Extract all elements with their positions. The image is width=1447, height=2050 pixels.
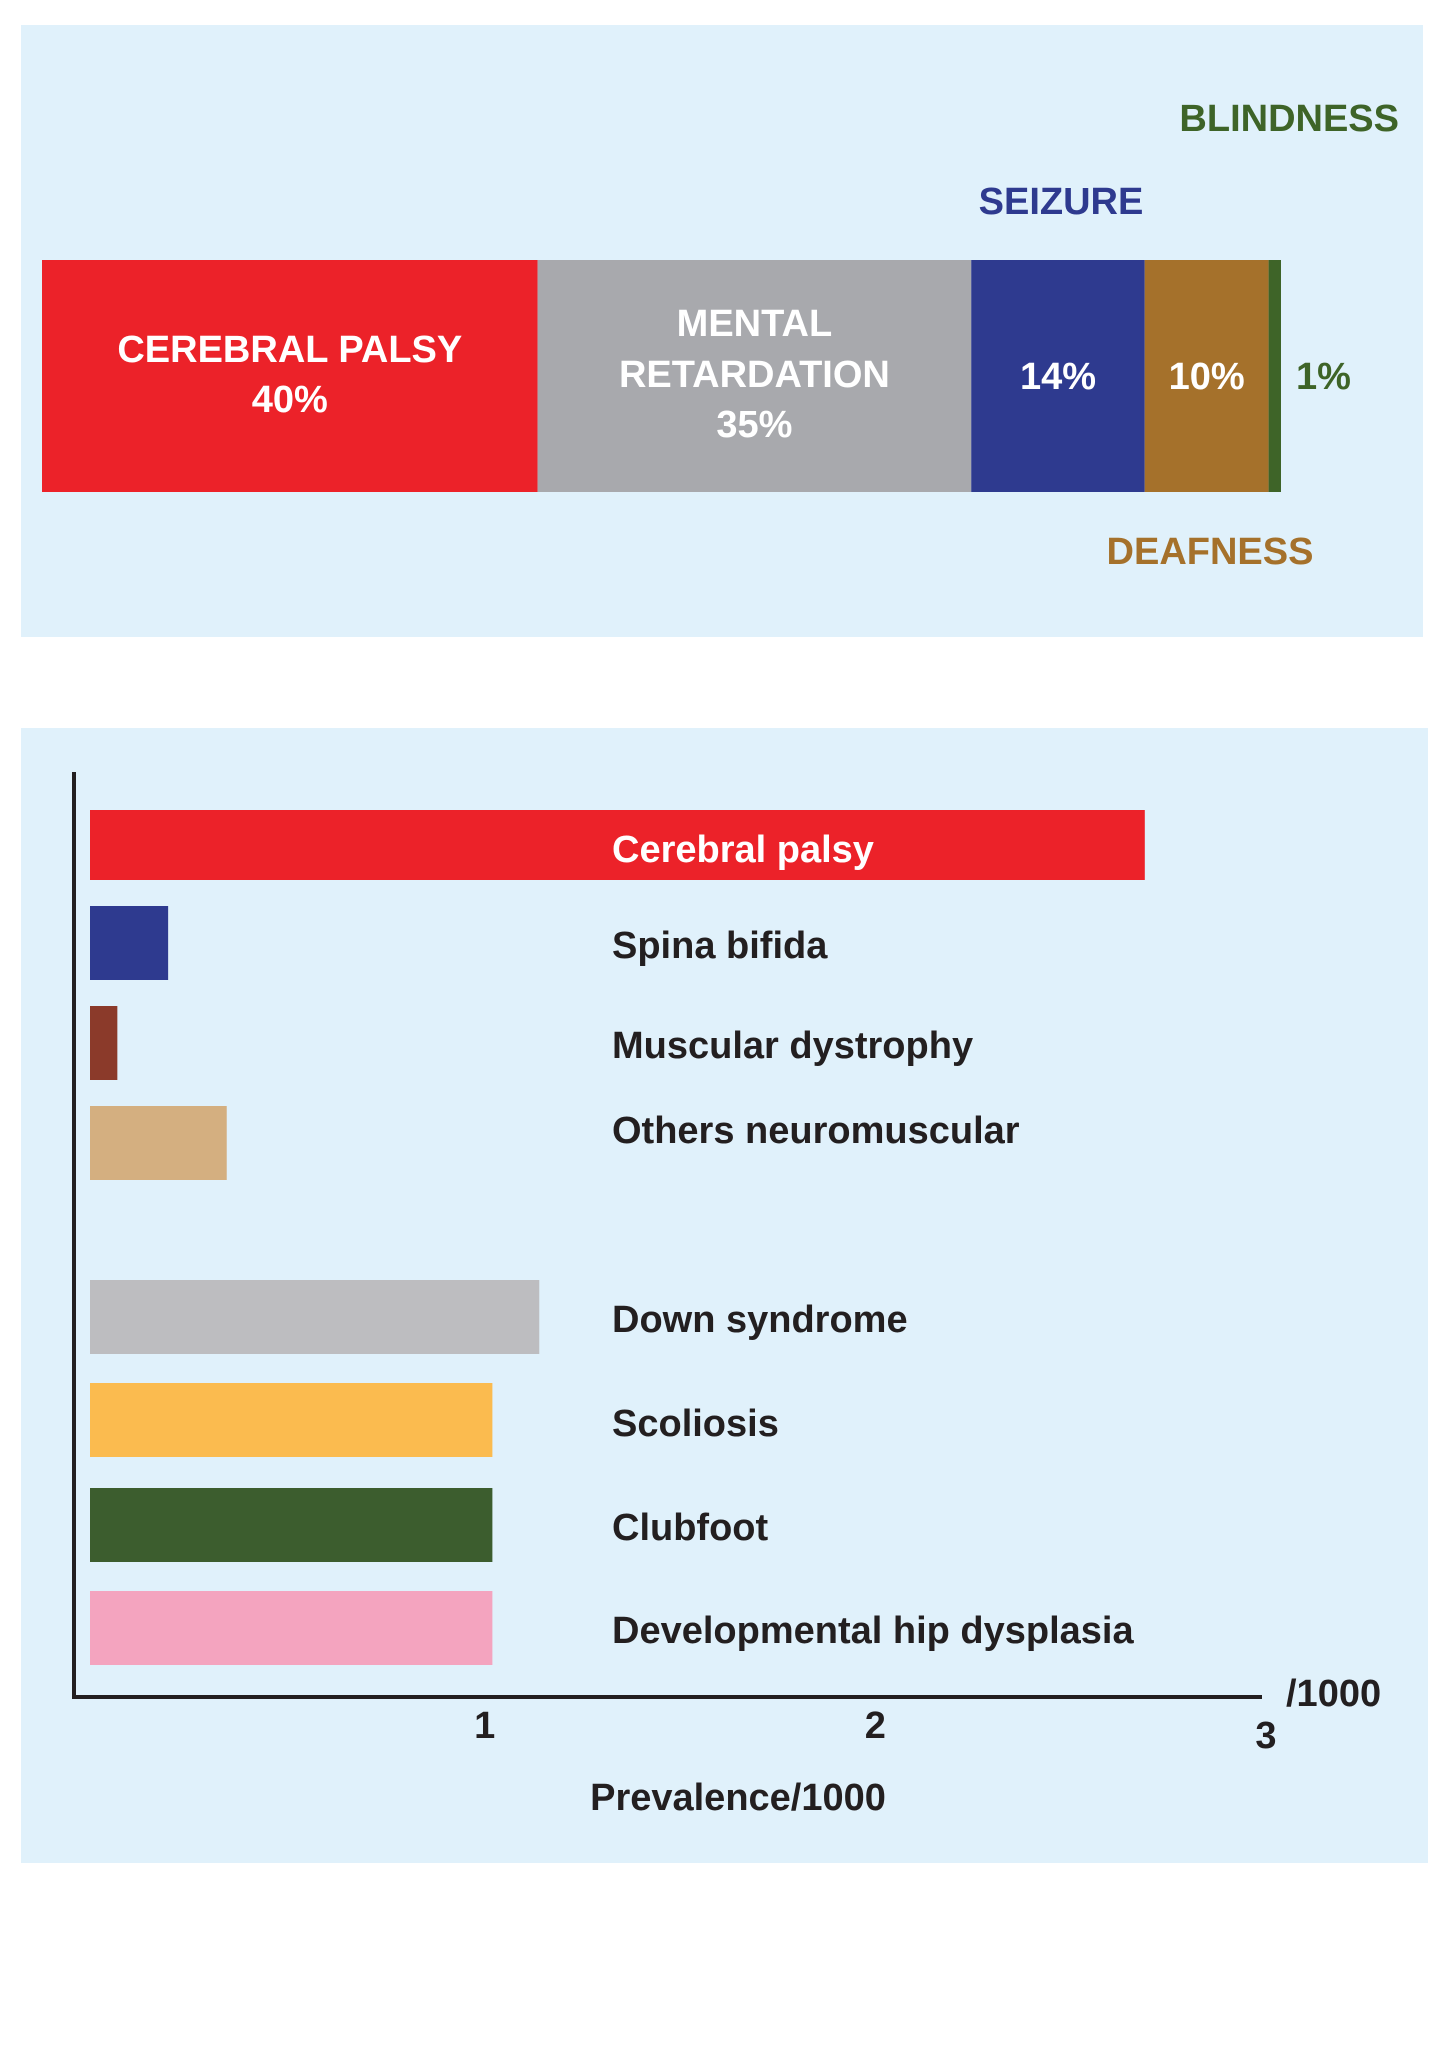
- bar-4: [90, 1280, 540, 1354]
- bar-2: [90, 1006, 118, 1080]
- stacked-percentage-chart: CEREBRAL PALSY 40% MENTAL RETARDATION 35% 14%…: [42, 98, 1399, 573]
- segment-value-mental: 35%: [716, 404, 792, 446]
- bar-label-0: Cerebral palsy: [612, 829, 874, 871]
- segment-label-mental-1: MENTAL: [677, 303, 833, 345]
- bar-7: [90, 1591, 493, 1665]
- bar-6: [90, 1488, 493, 1562]
- x-tick-label-2: 3: [1255, 1715, 1276, 1757]
- segment-4: [1268, 260, 1281, 492]
- segment-value-blindness: 1%: [1296, 356, 1351, 398]
- prevalence-bar-chart: Cerebral palsy Spina bifida Muscular dystr…: [72, 772, 1381, 1819]
- segment-value-deafness: 10%: [1169, 356, 1245, 398]
- bar-1: [90, 906, 169, 980]
- label-deafness: DEAFNESS: [1107, 531, 1314, 573]
- x-tick-label-0: 1: [474, 1705, 495, 1747]
- bar-label-7: Developmental hip dysplasia: [612, 1610, 1134, 1652]
- segment-0: [42, 260, 538, 492]
- bar-label-4: Down syndrome: [612, 1299, 908, 1341]
- bar-label-5: Scoliosis: [612, 1403, 779, 1445]
- bar-5: [90, 1383, 493, 1457]
- x-unit-label: /1000: [1286, 1673, 1381, 1715]
- bar-3: [90, 1106, 227, 1180]
- segment-value-seizure: 14%: [1020, 356, 1096, 398]
- segment-label-mental-2: RETARDATION: [619, 354, 890, 396]
- segment-label-cerebral-palsy: CEREBRAL PALSY: [117, 329, 462, 371]
- segment-value-cerebral-palsy: 40%: [252, 379, 328, 421]
- bar-0: [90, 810, 1145, 880]
- bar-label-3: Others neuromuscular: [612, 1110, 1020, 1152]
- bar-label-6: Clubfoot: [612, 1507, 769, 1549]
- segment-3: [1144, 260, 1269, 492]
- bar-label-1: Spina bifida: [612, 925, 828, 967]
- bar-label-2: Muscular dystrophy: [612, 1025, 973, 1067]
- x-tick-label-1: 2: [865, 1705, 886, 1747]
- x-axis-title: Prevalence/1000: [590, 1777, 886, 1819]
- label-blindness: BLINDNESS: [1179, 98, 1399, 140]
- segment-2: [971, 260, 1145, 492]
- label-seizure: SEIZURE: [979, 181, 1144, 223]
- segment-1: [537, 260, 972, 492]
